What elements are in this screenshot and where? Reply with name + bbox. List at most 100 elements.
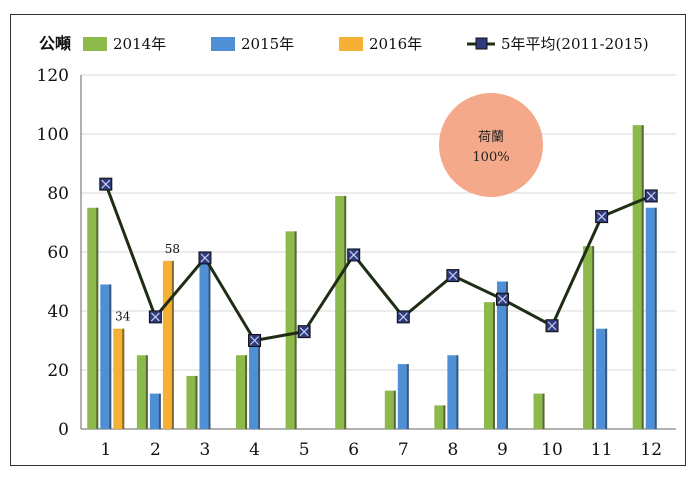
x-tick-label: 10 [541, 440, 563, 460]
bar-2016年-1 [113, 328, 125, 429]
bar-edge [592, 246, 595, 429]
x-tick-label: 12 [640, 440, 662, 460]
bar-2014年-2 [136, 355, 148, 429]
annotation-bubble: 荷蘭 100% [439, 93, 543, 197]
average-marker-cross [101, 179, 111, 189]
legend-label: 2014年 [113, 35, 166, 53]
bar-2015年-2 [149, 393, 161, 429]
chart-frame: 0 20 40 60 80 100 120 1 2 3 4 5 6 7 8 9 10 11 12 34 58 2014… [10, 14, 686, 466]
average-marker-cross [547, 321, 557, 331]
legend-label: 5年平均(2011-2015) [501, 35, 649, 53]
x-tick-label: 5 [299, 440, 310, 460]
y-tick-label: 120 [37, 66, 69, 86]
bar-edge [294, 231, 297, 429]
x-tick-label: 1 [100, 440, 111, 460]
unit-label: 公噸 [39, 34, 71, 53]
bar-2014年-7 [384, 390, 396, 429]
x-tick-label: 6 [348, 440, 359, 460]
bar-2015年-12 [645, 207, 657, 429]
average-marker-cross [597, 212, 607, 222]
y-tick-label: 100 [37, 125, 69, 145]
y-tick-label: 40 [47, 302, 69, 322]
y-tick-label: 20 [47, 361, 69, 381]
annotation-circle [439, 93, 543, 197]
bar-edge [542, 393, 545, 429]
legend-swatch [83, 37, 107, 51]
average-marker-cross [646, 191, 656, 201]
bar-edge [641, 125, 644, 430]
bar-2014年-6 [335, 195, 347, 429]
bar-edge [605, 328, 608, 429]
bar-2014年-3 [186, 375, 198, 429]
bar-2015年-1 [100, 284, 112, 429]
legend-label: 2015年 [241, 35, 294, 53]
x-tick-label: 3 [200, 440, 211, 460]
bar-2016年-2 [162, 260, 174, 429]
legend: 2014年 2015年 2016年 5年平均(2011-2015) [83, 35, 649, 53]
bar-2015年-7 [397, 364, 409, 429]
x-tick-label: 9 [497, 440, 508, 460]
x-tick-label: 2 [150, 440, 161, 460]
x-tick-label: 7 [398, 440, 409, 460]
bar-2015年-8 [447, 355, 459, 429]
bar-edge [158, 393, 161, 429]
legend-marker [475, 37, 488, 50]
bar-2015年-3 [199, 257, 211, 429]
bar-edge [195, 375, 198, 429]
y-tick-label: 0 [58, 420, 69, 440]
bar-edge [145, 355, 148, 429]
bar-2014年-1 [87, 207, 99, 429]
average-marker-cross [448, 271, 458, 281]
annotation-line-2: 100% [472, 150, 509, 165]
gridlines [81, 74, 676, 371]
bar-edge [443, 405, 446, 429]
legend-swatch [339, 37, 363, 51]
bar-2014年-5 [285, 231, 297, 429]
average-marker-cross [250, 336, 259, 345]
bar-edge [109, 284, 112, 429]
bar-2014年-10 [533, 393, 545, 429]
bar-edge [96, 207, 99, 429]
bar-edge [456, 355, 459, 429]
data-label: 58 [165, 242, 180, 256]
bar-2014年-9 [483, 302, 495, 429]
bar-2014年-4 [236, 355, 248, 429]
bar-edge [258, 340, 261, 429]
bar-edge [122, 328, 125, 429]
average-marker-cross [150, 312, 160, 322]
annotation-line-1: 荷蘭 [478, 129, 504, 145]
x-tick-label: 4 [249, 440, 260, 460]
bar-edge [505, 281, 508, 429]
legend-swatch [211, 37, 235, 51]
bars [87, 125, 657, 430]
bar-2014年-8 [434, 405, 446, 429]
bar-edge [406, 364, 409, 429]
bar-edge [344, 195, 347, 429]
bar-2015年-9 [496, 281, 508, 429]
y-tick-label: 80 [47, 184, 69, 204]
bar-2015年-4 [249, 340, 261, 429]
bar-edge [208, 257, 211, 429]
bar-2015年-11 [596, 328, 608, 429]
legend-label: 2016年 [369, 35, 422, 53]
bar-2014年-11 [583, 246, 595, 429]
data-labels: 34 58 [115, 242, 180, 324]
average-line [99, 177, 658, 347]
bar-edge [654, 207, 657, 429]
average-marker-cross [398, 312, 408, 322]
average-marker-cross [349, 250, 359, 260]
x-tick-label: 11 [591, 440, 613, 460]
y-tick-label: 60 [47, 243, 69, 263]
bar-edge [245, 355, 248, 429]
bar-2014年-12 [632, 125, 644, 430]
bar-edge [492, 302, 495, 429]
average-marker-cross [299, 327, 309, 337]
average-marker-cross [498, 294, 507, 304]
average-line-path [104, 183, 652, 343]
x-tick-label: 8 [447, 440, 458, 460]
bar-edge [171, 260, 174, 429]
data-label: 34 [115, 310, 131, 324]
bar-edge [393, 390, 396, 429]
